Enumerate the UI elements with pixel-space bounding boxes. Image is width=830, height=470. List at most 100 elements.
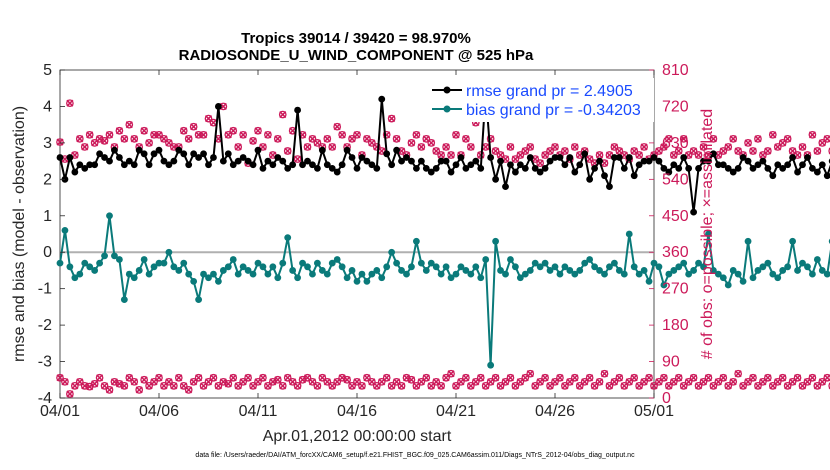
obs-possible-marker	[704, 373, 713, 382]
rmse-point	[804, 154, 811, 161]
obs-possible-marker	[249, 382, 257, 390]
obs-possible-marker	[679, 134, 688, 143]
rmse-point	[809, 165, 816, 172]
obs-possible-marker	[709, 134, 718, 143]
rmse-point	[462, 165, 470, 172]
obs-possible-marker	[209, 373, 218, 382]
x-tick-label: 04/21	[436, 403, 476, 420]
bias-point	[665, 270, 673, 278]
obs-assimilated-marker	[229, 374, 237, 382]
rmse-point	[541, 165, 549, 172]
rmse-point	[759, 157, 767, 165]
obs-possible-marker	[793, 373, 802, 382]
obs-assimilated-marker	[239, 131, 247, 139]
rmse-point	[160, 157, 168, 165]
obs-possible-marker	[452, 130, 460, 139]
rmse-point	[779, 165, 787, 172]
obs-possible-marker	[585, 373, 594, 382]
obs-possible-marker	[150, 130, 158, 139]
obs-assimilated-marker	[442, 143, 450, 151]
obs-assimilated-marker	[492, 374, 500, 382]
obs-possible-marker	[318, 373, 327, 382]
bias-point	[205, 274, 212, 282]
obs-possible-marker	[754, 134, 762, 143]
rmse-point	[289, 161, 297, 169]
bias-point	[368, 270, 376, 278]
y-tick-label-left: 2	[43, 171, 52, 188]
obs-assimilated-marker	[596, 151, 604, 159]
obs-possible-marker	[783, 382, 792, 390]
rmse-point	[81, 165, 89, 172]
obs-possible-marker	[664, 382, 673, 390]
rmse-point	[447, 168, 455, 176]
obs-possible-marker	[313, 382, 322, 390]
obs-possible-marker	[501, 377, 510, 386]
obs-possible-marker	[308, 134, 317, 143]
obs-possible-marker	[174, 373, 183, 382]
obs-possible-marker	[377, 377, 386, 386]
obs-possible-marker	[808, 130, 817, 139]
obs-assimilated-marker	[675, 147, 683, 155]
legend: rmse grand pr = 2.4905 bias grand pr = -…	[428, 78, 654, 122]
obs-possible-marker	[264, 130, 272, 139]
obs-possible-marker	[803, 377, 812, 386]
bias-point	[472, 263, 480, 271]
rmse-point	[343, 146, 351, 154]
obs-assimilated-marker	[145, 139, 153, 147]
obs-assimilated-marker	[190, 123, 198, 131]
obs-possible-marker	[422, 134, 431, 143]
obs-assimilated-marker	[140, 127, 148, 135]
obs-assimilated-marker	[185, 386, 193, 394]
obs-possible-marker	[160, 134, 168, 143]
obs-assimilated-marker	[219, 102, 227, 110]
rmse-point	[363, 157, 371, 165]
rmse-point	[269, 161, 277, 169]
obs-possible-marker	[229, 373, 238, 382]
bias-point	[650, 259, 658, 267]
obs-assimilated-marker	[274, 135, 282, 143]
rmse-point	[413, 165, 420, 172]
y-tick-label-right: 810	[662, 62, 689, 79]
obs-possible-marker	[363, 134, 371, 143]
obs-assimilated-marker	[764, 374, 772, 382]
y-tick-label-left: 1	[43, 208, 52, 225]
rmse-point	[254, 146, 262, 154]
obs-possible-marker	[729, 377, 738, 386]
obs-possible-marker	[442, 143, 450, 151]
obs-possible-marker	[595, 377, 604, 386]
obs-possible-marker	[481, 382, 490, 390]
rmse-point	[323, 161, 331, 169]
obs-possible-marker	[610, 377, 619, 386]
obs-assimilated-marker	[695, 151, 703, 159]
obs-assimilated-marker	[482, 143, 490, 151]
obs-assimilated-marker	[66, 99, 74, 107]
obs-possible-marker	[333, 377, 342, 386]
bias-point	[789, 237, 796, 245]
rmse-point	[155, 146, 163, 154]
x-tick-label: 04/06	[139, 403, 179, 420]
obs-possible-marker	[372, 143, 381, 151]
obs-possible-marker	[452, 382, 460, 390]
legend-bias-marker	[443, 105, 451, 113]
rmse-point	[215, 103, 222, 110]
rmse-point	[200, 150, 207, 158]
obs-assimilated-marker	[135, 386, 143, 394]
obs-possible-marker	[382, 130, 391, 139]
obs-possible-marker	[556, 373, 564, 382]
rmse-point	[205, 161, 212, 169]
obs-possible-marker	[412, 130, 421, 139]
obs-possible-marker	[75, 134, 84, 143]
obs-possible-marker	[244, 373, 252, 382]
bias-point	[526, 267, 534, 274]
rmse-point	[497, 157, 504, 165]
obs-possible-marker	[179, 382, 188, 390]
rmse-point	[56, 154, 64, 161]
rmse-point	[724, 165, 732, 172]
rmse-point	[116, 154, 123, 161]
rmse-point	[502, 183, 509, 191]
obs-possible-marker	[140, 126, 148, 135]
rmse-point	[422, 165, 430, 172]
bias-point	[744, 237, 752, 245]
bias-point	[680, 259, 688, 267]
obs-assimilated-marker	[477, 374, 485, 382]
